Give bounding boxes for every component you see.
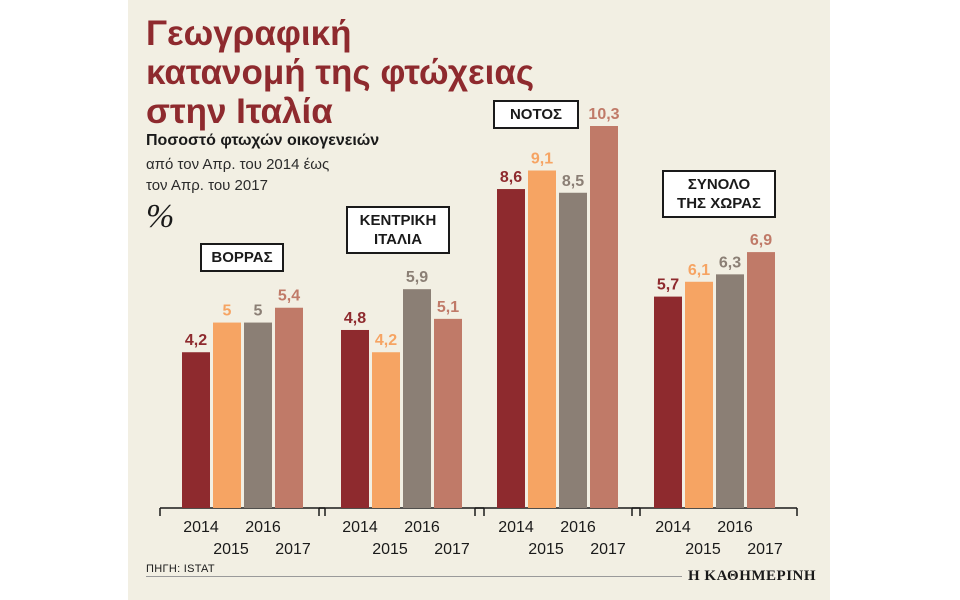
data-label: 5,1 (437, 299, 459, 316)
data-label: 5,4 (278, 288, 300, 305)
chart-subtitle: Ποσοστό φτωχών οικογενειών (146, 132, 380, 149)
region-label-north: ΒΟΡΡΑΣ (200, 243, 284, 272)
region-label-central: ΚΕΝΤΡΙΚΗ ΙΤΑΛΙΑ (346, 206, 450, 254)
tick-label: 2017 (434, 541, 470, 558)
tick-label: 2015 (213, 541, 249, 558)
chart-title: Γεωγραφική κατανομή της φτώχειας στην Ιτ… (146, 14, 535, 131)
data-label: 5,7 (657, 277, 679, 294)
tick-label: 2014 (498, 519, 534, 536)
bar-2015 (213, 322, 241, 508)
data-label: 9,1 (531, 151, 553, 168)
region-label-south: ΝΟΤΟΣ (493, 100, 579, 129)
data-label: 4,8 (344, 310, 366, 327)
tick-label: 2014 (183, 519, 219, 536)
bar-2017 (275, 307, 303, 508)
tick-label: 2016 (245, 519, 281, 536)
bar-2016 (403, 289, 431, 508)
tick-label: 2016 (404, 519, 440, 536)
unit-label: % (146, 198, 175, 235)
data-label: 8,5 (562, 173, 584, 190)
data-label: 4,2 (375, 332, 397, 349)
bar-2016 (716, 274, 744, 508)
bar-2015 (528, 170, 556, 508)
data-label: 5 (254, 303, 263, 320)
data-label: 5 (223, 303, 232, 320)
data-label: 6,3 (719, 254, 741, 271)
tick-label: 2017 (590, 541, 626, 558)
bar-2016 (244, 322, 272, 508)
bar-2014 (341, 329, 369, 508)
bar-2014 (497, 189, 525, 509)
bar-2017 (747, 252, 775, 508)
bar-2014 (654, 296, 682, 508)
bar-2015 (685, 281, 713, 508)
data-label: 10,3 (588, 106, 619, 123)
bar-2017 (590, 126, 618, 508)
source-note: ΠΗΓΗ: ISTAT (146, 563, 215, 575)
region-label-total: ΣΥΝΟΛΟ ΤΗΣ ΧΩΡΑΣ (662, 170, 776, 218)
data-label: 8,6 (500, 169, 522, 186)
period-note: από τον Απρ. του 2014 έως τον Απρ. του 2… (146, 156, 330, 194)
data-label: 4,2 (185, 332, 207, 349)
data-label: 5,9 (406, 269, 428, 286)
tick-label: 2017 (275, 541, 311, 558)
publisher-logo: Η ΚΑΘΗΜΕΡΙΝΗ (688, 568, 817, 584)
tick-label: 2017 (747, 541, 783, 558)
data-label: 6,9 (750, 232, 772, 249)
data-label: 6,1 (688, 262, 710, 279)
tick-label: 2014 (342, 519, 378, 536)
tick-label: 2014 (655, 519, 691, 536)
tick-label: 2015 (372, 541, 408, 558)
bar-2016 (559, 192, 587, 509)
footer-rule (146, 576, 682, 577)
tick-label: 2016 (717, 519, 753, 536)
bar-2015 (372, 352, 400, 508)
bar-2014 (182, 352, 210, 508)
bar-2017 (434, 318, 462, 508)
tick-label: 2015 (685, 541, 721, 558)
tick-label: 2016 (560, 519, 596, 536)
tick-label: 2015 (528, 541, 564, 558)
